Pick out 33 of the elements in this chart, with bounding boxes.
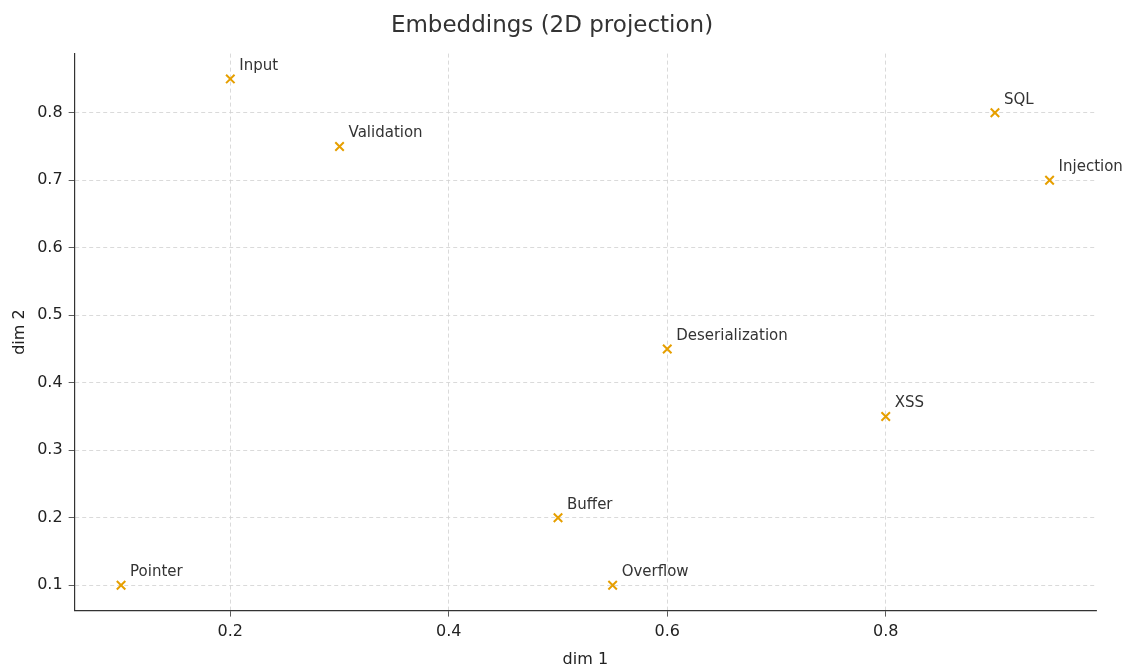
annotation: Overflow xyxy=(621,562,689,581)
point xyxy=(334,141,345,152)
point xyxy=(607,580,618,591)
point xyxy=(662,343,673,355)
annotation: Injection xyxy=(1058,157,1123,176)
annotation: XSS xyxy=(894,393,925,412)
annotation: SQL xyxy=(1003,89,1035,108)
annotation: Pointer xyxy=(130,562,184,581)
y-tick-label: 0.1 xyxy=(37,574,63,594)
x-tick-label: 0.2 xyxy=(217,621,244,641)
annotation: Deserialization xyxy=(676,325,788,344)
y-tick-label: 0.7 xyxy=(37,169,63,189)
point xyxy=(1044,174,1055,186)
point xyxy=(115,580,127,591)
y-tick-label: 0.2 xyxy=(37,506,63,526)
y-axis-title: dim 2 xyxy=(8,309,28,355)
y-tick-label: 0.3 xyxy=(37,439,63,459)
x-axis-title: dim 1 xyxy=(562,648,609,668)
chart-title: Embeddings (2D projection) xyxy=(390,10,714,37)
y-tick-label: 0.4 xyxy=(37,371,63,391)
point xyxy=(880,411,891,422)
y-tick-label: 0.6 xyxy=(37,236,63,256)
point xyxy=(552,512,564,524)
x-tick-label: 0.8 xyxy=(872,621,899,641)
x-tick-label: 0.6 xyxy=(654,621,680,641)
point xyxy=(225,73,236,85)
x-tick-label: 0.4 xyxy=(436,621,462,641)
y-tick-label: 0.8 xyxy=(37,101,63,121)
y-tick-label: 0.5 xyxy=(37,304,63,324)
annotation: Buffer xyxy=(567,494,614,513)
annotation: Validation xyxy=(348,123,423,142)
point xyxy=(989,107,1001,118)
annotation: Input xyxy=(239,55,279,74)
